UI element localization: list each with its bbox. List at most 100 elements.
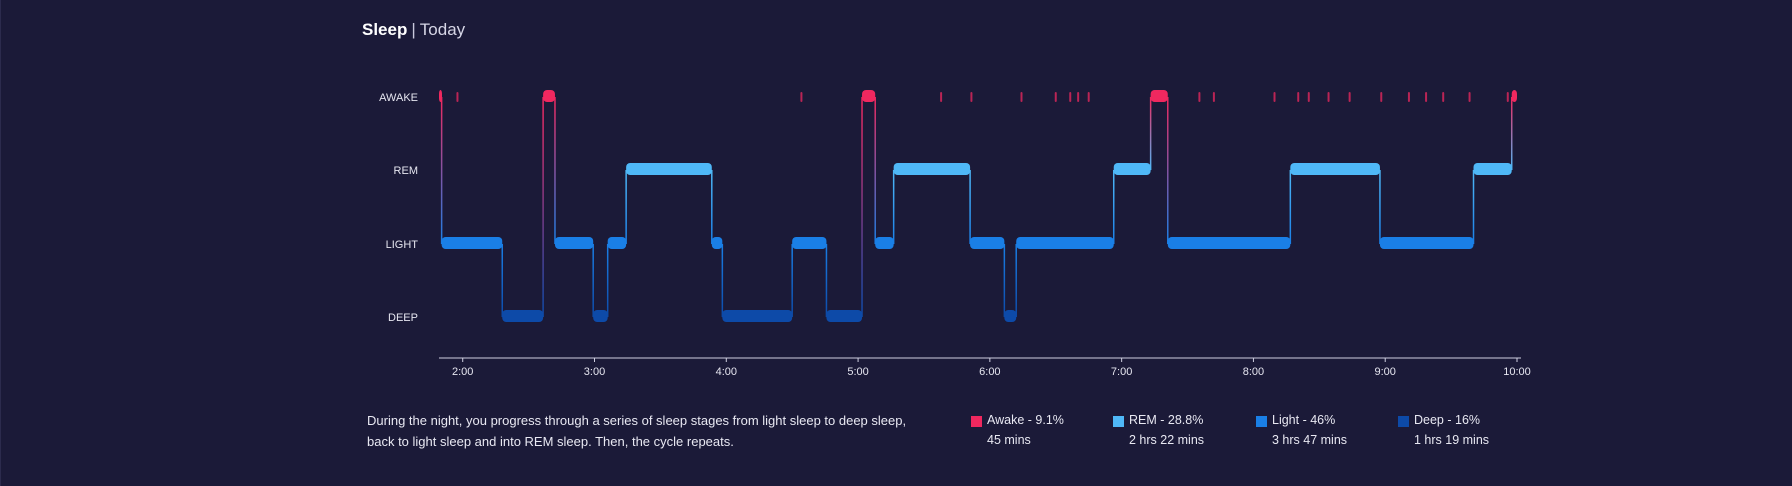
sleep-description: During the night, you progress through a…: [367, 413, 907, 449]
segment-awake: [1150, 90, 1168, 102]
segment-rem: [1113, 163, 1151, 175]
stage-transition: [721, 244, 724, 317]
brief-awakening-mark: [1020, 92, 1023, 102]
page-title: Sleep: [362, 20, 408, 39]
stage-transition: [592, 244, 594, 317]
legend-duration-light: 3 hrs 47 mins: [1272, 433, 1348, 447]
legend-label-awake: Awake - 9.1%: [987, 413, 1064, 427]
brief-awakening-mark: [1506, 92, 1509, 102]
legend-swatch-awake: [971, 416, 982, 427]
stage-transition: [969, 170, 971, 244]
x-tick-label: 7:00: [1111, 366, 1132, 378]
brief-awakening-mark: [1077, 92, 1080, 102]
legend-duration-deep: 1 hrs 19 mins: [1414, 433, 1490, 447]
segment-deep: [593, 310, 608, 322]
x-tick-label: 2:00: [452, 366, 473, 378]
segment-awake: [862, 90, 876, 102]
segment-light: [970, 237, 1005, 249]
stage-label-deep: DEEP: [388, 312, 418, 324]
segment-awake: [1511, 90, 1517, 102]
brief-awakening-mark: [456, 92, 459, 102]
segment-deep: [826, 310, 863, 322]
stage-label-awake: AWAKE: [379, 92, 418, 104]
legend-duration-awake: 45 mins: [987, 433, 1031, 447]
stage-transition: [892, 170, 895, 244]
stage-transition: [501, 244, 504, 317]
brief-awakening-mark: [940, 92, 943, 102]
title-separator: |: [411, 20, 416, 39]
brief-awakening-mark: [1054, 92, 1057, 102]
x-tick-label: 3:00: [584, 366, 605, 378]
legend-label-rem: REM - 28.8%: [1129, 413, 1204, 427]
legend-swatch-light: [1256, 416, 1267, 427]
segment-light: [792, 237, 827, 249]
stage-transition: [711, 170, 713, 244]
segment-light: [1167, 237, 1291, 249]
stage-transition: [825, 244, 828, 317]
stage-transition: [874, 97, 876, 244]
page-header: Sleep | Today: [362, 20, 465, 40]
brief-awakening-mark: [970, 92, 973, 102]
stage-transition: [1112, 170, 1115, 244]
segment-light: [441, 237, 503, 249]
segment-rem: [1473, 163, 1512, 175]
stage-transition: [542, 97, 544, 317]
brief-awakening-mark: [1348, 92, 1351, 102]
stage-transition: [791, 244, 793, 317]
legend-label-deep: Deep - 16%: [1414, 413, 1481, 427]
brief-awakening-mark: [1087, 92, 1090, 102]
legend-duration-rem: 2 hrs 22 mins: [1129, 433, 1205, 447]
x-tick-label: 8:00: [1243, 366, 1264, 378]
x-tick-label: 9:00: [1375, 366, 1396, 378]
stage-transition: [1289, 170, 1292, 244]
x-tick-label: 4:00: [716, 366, 737, 378]
segment-deep: [722, 310, 793, 322]
legend-label-light: Light - 46%: [1272, 413, 1336, 427]
stage-transition: [1167, 97, 1169, 244]
segment-light: [1016, 237, 1114, 249]
stage-transition: [1510, 97, 1513, 170]
brief-awakening-mark: [1198, 92, 1201, 102]
brief-awakening-mark: [800, 92, 803, 102]
segment-rem: [893, 163, 971, 175]
segment-awake: [439, 90, 442, 102]
stage-transition: [1149, 97, 1152, 170]
brief-awakening-mark: [1327, 92, 1330, 102]
segment-light: [554, 237, 594, 249]
sleep-stages-chart: AWAKE REM LIGHT DEEP 2:00 3:00 4:00 5:00 6:00 7:0…: [379, 90, 1531, 378]
stage-transition: [1379, 170, 1381, 244]
stage-label-rem: REM: [394, 165, 418, 177]
segment-light: [711, 237, 723, 249]
brief-awakening-mark: [1297, 92, 1300, 102]
x-tick-label: 6:00: [979, 366, 1000, 378]
brief-awakening-mark: [1212, 92, 1215, 102]
brief-awakening-mark: [1442, 92, 1445, 102]
x-tick-label: 10:00: [1503, 366, 1531, 378]
segment-awake: [543, 90, 555, 102]
segment-light: [1379, 237, 1474, 249]
legend-swatch-deep: [1398, 416, 1409, 427]
brief-awakening-mark: [1307, 92, 1310, 102]
brief-awakening-mark: [1273, 92, 1276, 102]
frame-border: [0, 0, 1, 486]
stage-transition: [1015, 244, 1017, 317]
stage-transition: [440, 97, 443, 244]
stage-transition: [554, 97, 556, 244]
segment-light: [607, 237, 627, 249]
segment-rem: [626, 163, 712, 175]
segment-light: [875, 237, 894, 249]
period-label: Today: [419, 20, 466, 39]
brief-awakening-mark: [1468, 92, 1471, 102]
legend-swatch-rem: [1113, 416, 1124, 427]
segment-deep: [502, 310, 544, 322]
brief-awakening-mark: [1069, 92, 1072, 102]
brief-awakening-mark: [1380, 92, 1383, 102]
brief-awakening-mark: [1407, 92, 1410, 102]
stage-transition: [625, 170, 627, 244]
brief-awakening-mark: [1425, 92, 1428, 102]
stage-transition: [606, 244, 609, 317]
stage-label-light: LIGHT: [386, 239, 419, 251]
x-tick-label: 5:00: [847, 366, 868, 378]
segment-deep: [1004, 310, 1017, 322]
stage-transition: [861, 97, 863, 317]
